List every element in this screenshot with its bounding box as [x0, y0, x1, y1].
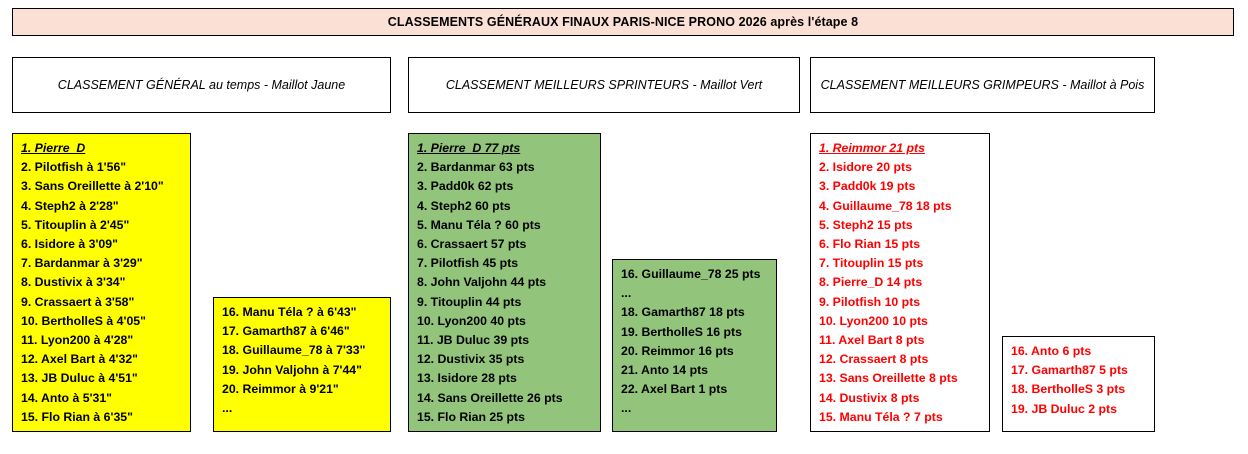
- ranking-row: 7. Bardanmar à 3'29": [21, 256, 143, 271]
- ranking-row: 15. Flo Rian 25 pts: [417, 409, 525, 424]
- climbers-ranking-box-secondary: 16. Anto 6 pts 17. Gamarth87 5 pts 18. B…: [1002, 336, 1155, 432]
- ranking-row: 3. Padd0k 62 pts: [417, 179, 514, 194]
- ranking-row: 14. Dustivix 8 pts: [819, 390, 920, 405]
- ranking-row: 12. Crassaert 8 pts: [819, 352, 929, 367]
- ranking-row: 22. Axel Bart 1 pts: [621, 382, 728, 397]
- ranking-row: 1. Pierre_D: [21, 141, 86, 155]
- ranking-row: 13. Sans Oreillette 8 pts: [819, 371, 958, 386]
- ranking-row: 10. Lyon200 40 pts: [417, 313, 526, 328]
- ranking-row: 5. Titouplin à 2'45": [21, 217, 130, 232]
- ranking-row: 1. Pierre_D 77 pts: [417, 141, 521, 155]
- ranking-row: 15. Flo Rian à 6'35": [21, 409, 133, 424]
- ranking-row: 10. BertholleS à 4'05": [21, 313, 146, 328]
- sprinters-ranking-box-main: 1. Pierre_D 77 pts 2. Bardanmar 63 pts 3…: [408, 133, 601, 432]
- ranking-row: 3. Padd0k 19 pts: [819, 179, 916, 194]
- ranking-row: 8. John Valjohn 44 pts: [417, 275, 547, 290]
- ranking-row: 9. Crassaert à 3'58": [21, 294, 135, 309]
- ranking-row: ...: [222, 401, 233, 416]
- ranking-row: 14. Sans Oreillette 26 pts: [417, 390, 563, 405]
- column-header-sprinters-label: CLASSEMENT MEILLEURS SPRINTEURS - Maillo…: [445, 78, 763, 92]
- ranking-row: 6. Flo Rian 15 pts: [819, 237, 921, 252]
- ranking-row: 3. Sans Oreillette à 2'10": [21, 179, 164, 194]
- column-header-climbers: CLASSEMENT MEILLEURS GRIMPEURS - Maillot…: [810, 57, 1155, 113]
- ranking-row: 16. Manu Téla ? à 6'43": [222, 305, 357, 319]
- column-header-general: CLASSEMENT GÉNÉRAL au temps - Maillot Ja…: [12, 57, 391, 113]
- ranking-row: 17. Gamarth87 à 6'46": [222, 324, 350, 339]
- ranking-row: 9. Titouplin 44 pts: [417, 294, 522, 309]
- ranking-row: 18. Gamarth87 18 pts: [621, 305, 745, 320]
- ranking-row: 2. Pilotfish à 1'56": [21, 160, 127, 175]
- ranking-row: 19. JB Duluc 2 pts: [1011, 401, 1117, 416]
- ranking-row: 8. Pierre_D 14 pts: [819, 275, 923, 290]
- ranking-row: 18. Guillaume_78 à 7'33": [222, 343, 366, 358]
- ranking-row: 4. Steph2 à 2'28": [21, 198, 119, 213]
- ranking-row: 4. Steph2 60 pts: [417, 198, 511, 213]
- ranking-row: 2. Isidore 20 pts: [819, 160, 912, 175]
- ranking-row: 18. BertholleS 3 pts: [1011, 382, 1126, 397]
- ranking-row: 19. John Valjohn à 7'44": [222, 362, 362, 377]
- ranking-row: 10. Lyon200 10 pts: [819, 313, 928, 328]
- ranking-row: 17. Gamarth87 5 pts: [1011, 363, 1128, 378]
- column-header-sprinters: CLASSEMENT MEILLEURS SPRINTEURS - Maillo…: [408, 57, 800, 113]
- ranking-row: 5. Steph2 15 pts: [819, 217, 913, 232]
- ranking-row: 14. Anto à 5'31": [21, 390, 112, 405]
- general-ranking-box-secondary: 16. Manu Téla ? à 6'43" 17. Gamarth87 à …: [213, 297, 391, 432]
- ranking-row: 15. Manu Téla ? 7 pts: [819, 409, 943, 424]
- ranking-row: 5. Manu Téla ? 60 pts: [417, 217, 541, 232]
- ranking-row: 13. JB Duluc à 4'51": [21, 371, 138, 386]
- ranking-row: 16. Guillaume_78 25 pts: [621, 267, 761, 281]
- ranking-row: 21. Anto 14 pts: [621, 363, 709, 378]
- column-header-general-label: CLASSEMENT GÉNÉRAL au temps - Maillot Ja…: [57, 78, 346, 92]
- climbers-ranking-box-main: 1. Reimmor 21 pts 2. Isidore 20 pts 3. P…: [810, 133, 990, 432]
- sprinters-ranking-box-secondary: 16. Guillaume_78 25 pts ... 18. Gamarth8…: [612, 259, 777, 432]
- column-header-climbers-label: CLASSEMENT MEILLEURS GRIMPEURS - Maillot…: [820, 78, 1145, 92]
- ranking-row: 11. Axel Bart 8 pts: [819, 333, 925, 348]
- ranking-row: 11. Lyon200 à 4'28": [21, 333, 134, 348]
- ranking-row: 16. Anto 6 pts: [1011, 344, 1092, 358]
- ranking-row: 8. Dustivix à 3'34": [21, 275, 126, 290]
- ranking-row: 13. Isidore 28 pts: [417, 371, 517, 386]
- ranking-row: 7. Pilotfish 45 pts: [417, 256, 519, 271]
- ranking-row: 1. Reimmor 21 pts: [819, 141, 925, 155]
- ranking-row: 20. Reimmor à 9'21": [222, 381, 339, 396]
- ranking-row: ...: [621, 286, 632, 301]
- page-title: CLASSEMENTS GÉNÉRAUX FINAUX PARIS-NICE P…: [387, 15, 859, 29]
- ranking-row: 12. Axel Bart à 4'32": [21, 352, 138, 367]
- ranking-row: 12. Dustivix 35 pts: [417, 352, 525, 367]
- ranking-row: 11. JB Duluc 39 pts: [417, 333, 530, 348]
- ranking-row: 19. BertholleS 16 pts: [621, 324, 742, 339]
- ranking-row: 6. Isidore à 3'09": [21, 237, 118, 252]
- ranking-row: 9. Pilotfish 10 pts: [819, 294, 921, 309]
- ranking-row: 2. Bardanmar 63 pts: [417, 160, 535, 175]
- ranking-row: 7. Titouplin 15 pts: [819, 256, 924, 271]
- title-banner: CLASSEMENTS GÉNÉRAUX FINAUX PARIS-NICE P…: [12, 8, 1234, 36]
- ranking-row: 4. Guillaume_78 18 pts: [819, 198, 952, 213]
- ranking-row: 20. Reimmor 16 pts: [621, 343, 734, 358]
- general-ranking-box-main: 1. Pierre_D 2. Pilotfish à 1'56" 3. Sans…: [12, 133, 191, 432]
- ranking-row: 6. Crassaert 57 pts: [417, 237, 527, 252]
- ranking-row: ...: [621, 401, 632, 416]
